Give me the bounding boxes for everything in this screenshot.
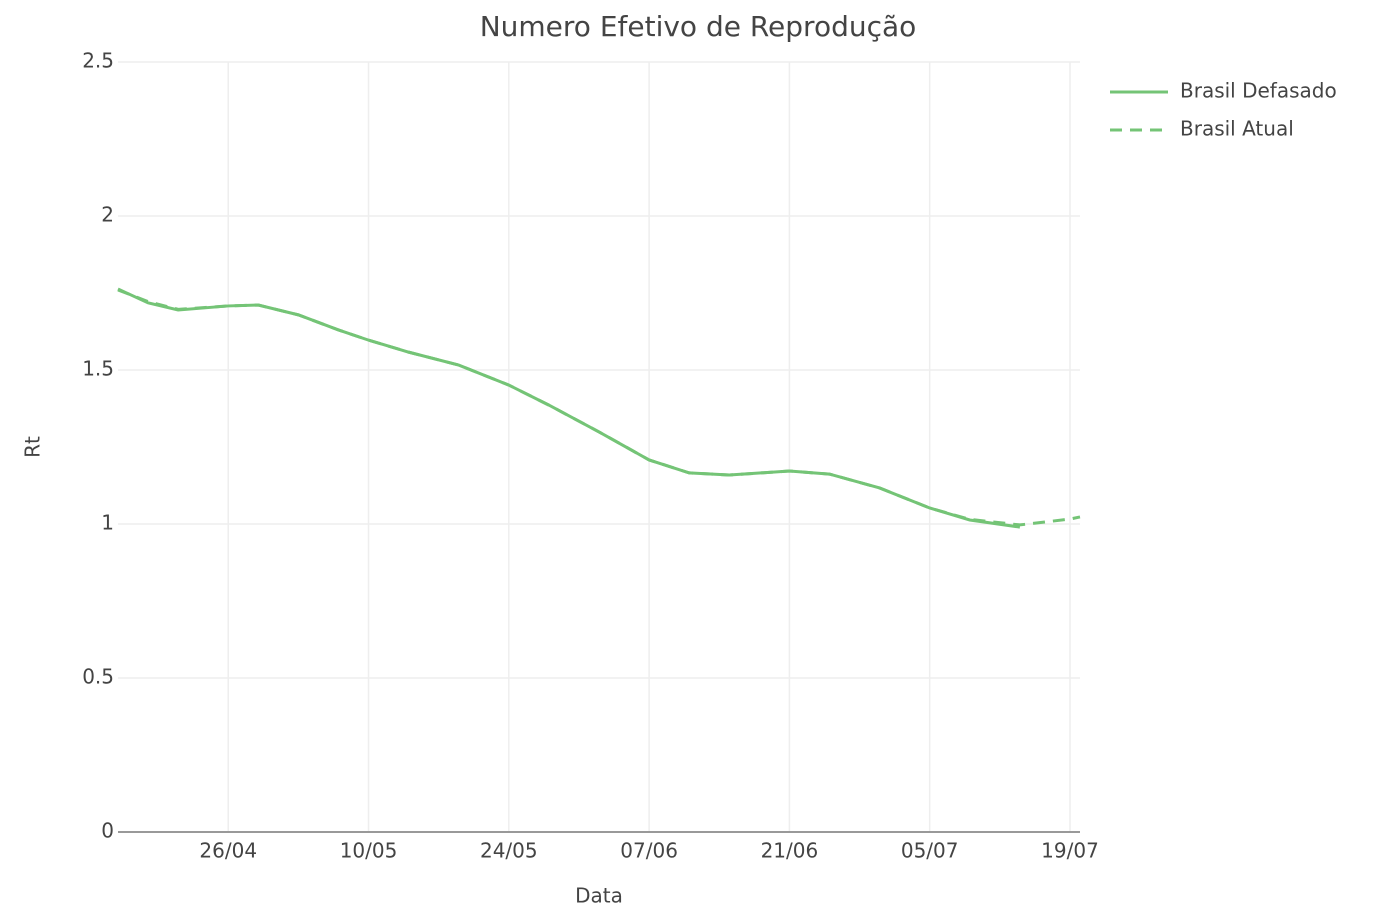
x-tick-label: 26/04: [199, 839, 257, 863]
y-axis-label: Rt: [21, 436, 45, 458]
y-tick-label: 0.5: [82, 665, 114, 689]
x-tick-label: 21/06: [761, 839, 819, 863]
y-tick-label: 2.5: [82, 49, 114, 73]
x-tick-label: 05/07: [901, 839, 959, 863]
x-tick-label: 10/05: [340, 839, 398, 863]
legend-label: Brasil Defasado: [1180, 79, 1337, 103]
chart-title: Numero Efetivo de Reprodução: [480, 10, 917, 43]
y-tick-label: 0: [101, 819, 114, 843]
x-tick-label: 24/05: [480, 839, 538, 863]
y-tick-label: 1: [101, 511, 114, 535]
x-axis-label: Data: [575, 884, 623, 908]
x-tick-label: 19/07: [1041, 839, 1099, 863]
line-series: [117, 288, 1081, 527]
x-tick-label: 07/06: [620, 839, 678, 863]
y-tick-label: 2: [101, 203, 114, 227]
y-tick-label: 1.5: [82, 357, 114, 381]
legend-label: Brasil Atual: [1180, 117, 1294, 141]
